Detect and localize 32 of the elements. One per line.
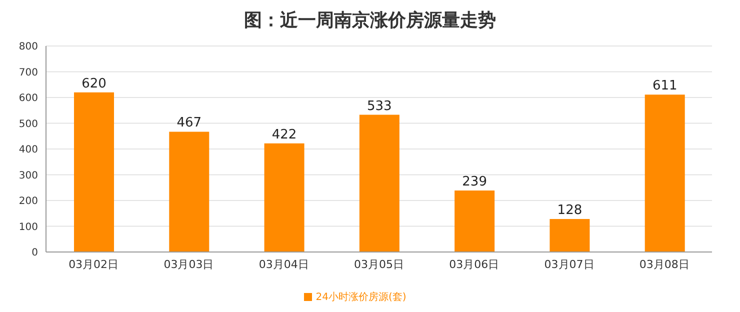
bar (454, 190, 495, 252)
data-label: 239 (462, 174, 487, 190)
data-label: 533 (367, 98, 392, 114)
y-tick-label: 200 (18, 196, 38, 208)
x-tick-label: 03月07日 (544, 258, 594, 271)
bar (644, 94, 685, 252)
data-label: 467 (176, 116, 202, 131)
x-tick-label: 03月03日 (164, 258, 214, 271)
x-tick-label: 03月02日 (68, 258, 119, 271)
bar (264, 143, 304, 252)
bar (74, 92, 114, 252)
y-tick-label: 500 (18, 118, 38, 130)
y-tick-label: 700 (18, 67, 38, 78)
data-label: 128 (557, 203, 582, 218)
x-tick-label: 03月06日 (449, 258, 500, 271)
chart-title: 图：近一周南京涨价房源量走势 (243, 9, 497, 33)
data-label: 422 (272, 127, 297, 142)
y-tick-label: 100 (18, 222, 38, 233)
y-tick-label: 0 (32, 248, 38, 259)
x-tick-label: 03月08日 (639, 258, 690, 271)
bar (359, 114, 400, 252)
y-tick-label: 600 (18, 93, 38, 104)
x-tick-label: 03月04日 (258, 258, 309, 271)
y-tick-label: 800 (18, 42, 38, 53)
bar (169, 132, 210, 252)
y-tick-label: 400 (18, 144, 38, 156)
x-tick-label: 03月05日 (354, 258, 404, 271)
data-label: 611 (652, 78, 678, 94)
y-tick-label: 300 (18, 170, 38, 182)
data-label: 620 (82, 76, 106, 92)
legend-label: 24小时涨价房源(套) (316, 292, 406, 303)
bar (550, 219, 590, 252)
